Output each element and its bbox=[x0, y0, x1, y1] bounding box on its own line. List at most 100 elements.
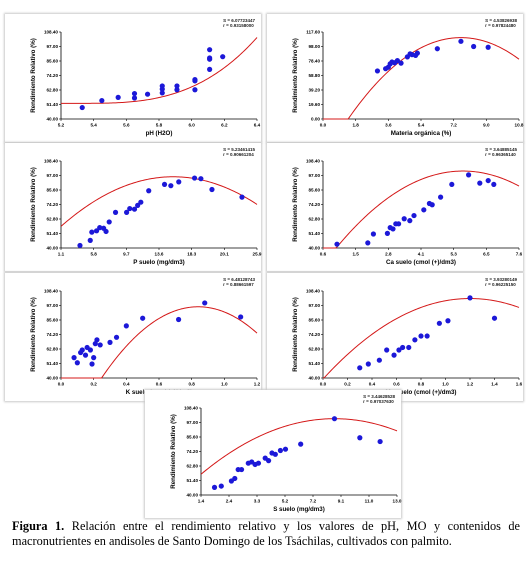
chart-svg: 0.0 1.8 3.6 5.4 7.2 9.0 10.8 0.00 19.60 39.20 58.8… bbox=[292, 30, 524, 137]
x-tick-label: 0.2 bbox=[90, 382, 97, 387]
x-tick-label: 11.0 bbox=[365, 499, 374, 504]
x-tick-label: 0.8 bbox=[188, 382, 195, 387]
data-point bbox=[207, 47, 213, 53]
data-point bbox=[365, 361, 371, 367]
fit-curve bbox=[200, 418, 398, 475]
y-tick-label: 40.00 bbox=[309, 246, 321, 251]
data-point bbox=[396, 221, 402, 227]
fit-stats: S = 6.48128743 r = 0.88661597 bbox=[223, 277, 255, 287]
data-point bbox=[239, 194, 245, 200]
x-tick-label: 25.9 bbox=[253, 252, 262, 257]
data-point bbox=[138, 199, 144, 205]
data-point bbox=[168, 183, 174, 189]
stat-s: S = 3.44628528 bbox=[363, 394, 395, 399]
data-point bbox=[211, 484, 218, 490]
data-point bbox=[458, 38, 464, 44]
data-point bbox=[97, 342, 103, 348]
y-tick-label: 85.60 bbox=[309, 318, 321, 323]
x-tick-label: 20.1 bbox=[220, 252, 229, 257]
chart-svg: 1.4 2.4 3.3 5.2 7.2 9.1 11.0 13.0 40.00 51.40 62.8… bbox=[170, 406, 402, 513]
data-point bbox=[123, 209, 130, 215]
chart-svg: 1.1 5.8 9.7 13.6 18.3 20.1 25.9 40.00 51.40 62.80… bbox=[30, 159, 262, 266]
data-point bbox=[207, 66, 213, 72]
x-tick-label: 1.0 bbox=[442, 382, 449, 387]
y-tick-label: 108.40 bbox=[44, 289, 58, 294]
caption-label: Figura 1. bbox=[12, 519, 65, 533]
data-point bbox=[144, 91, 151, 97]
x-tick-label: 1.4 bbox=[198, 499, 205, 504]
data-point bbox=[357, 435, 363, 441]
stat-s: S = 3.93280149 bbox=[485, 277, 517, 282]
chart-svg: 0.6 1.5 2.8 4.1 5.3 6.5 7.6 40.00 51.40 62.80 74.2… bbox=[292, 159, 523, 266]
data-point bbox=[414, 50, 420, 56]
data-point bbox=[135, 202, 141, 208]
x-tick-label: 0.2 bbox=[344, 382, 351, 387]
y-tick-label: 108.40 bbox=[306, 159, 320, 164]
data-point bbox=[398, 60, 404, 66]
data-point bbox=[255, 460, 262, 466]
x-tick-label: 5.4 bbox=[90, 123, 97, 128]
chart-ph: 5.2 5.4 5.6 5.8 6.0 6.2 6.4 40.00 51.40 62.80 74.2… bbox=[5, 14, 261, 142]
x-tick-label: 6.0 bbox=[188, 123, 195, 128]
stat-s: S = 4.53826938 bbox=[485, 18, 517, 23]
chart-materia-organica: 0.0 1.8 3.6 5.4 7.2 9.0 10.8 0.00 19.60 39.20 58.8… bbox=[267, 14, 524, 142]
stat-r: r = 0.96365140 bbox=[485, 152, 516, 157]
y-tick-label: 62.80 bbox=[309, 347, 321, 352]
data-point bbox=[445, 318, 451, 324]
data-point bbox=[277, 447, 284, 454]
y-tick-label: 97.00 bbox=[47, 44, 59, 49]
data-point bbox=[466, 172, 472, 178]
x-tick-label: 5.3 bbox=[450, 252, 457, 257]
x-tick-label: 1.5 bbox=[352, 252, 359, 257]
x-tick-label: 6.5 bbox=[483, 252, 490, 257]
x-tick-label: 0.0 bbox=[58, 382, 65, 387]
fit-stats: S = 6.07723447 r = 0.93158000 bbox=[223, 18, 255, 28]
data-point bbox=[391, 352, 397, 358]
data-point bbox=[91, 355, 97, 361]
y-tick-label: 40.00 bbox=[309, 376, 321, 381]
caption-text: Relación entre el rendimiento relativo y… bbox=[12, 519, 520, 548]
stat-s: S = 5.23461415 bbox=[223, 147, 255, 152]
chart-svg: 0.0 0.2 0.4 0.6 0.8 1.0 1.2 1.4 1.6 40.00 51.40 62.… bbox=[292, 289, 523, 396]
y-tick-label: 39.20 bbox=[309, 88, 321, 93]
data-point bbox=[77, 242, 83, 249]
y-tick-label: 85.60 bbox=[47, 188, 59, 193]
data-point bbox=[174, 87, 180, 93]
x-tick-label: 13.0 bbox=[393, 499, 402, 504]
x-tick-label: 1.2 bbox=[467, 382, 474, 387]
data-point bbox=[209, 186, 215, 193]
x-tick-label: 5.2 bbox=[282, 499, 289, 504]
fit-curve bbox=[61, 306, 258, 379]
x-tick-label: 5.4 bbox=[418, 123, 425, 128]
data-point bbox=[82, 352, 89, 358]
data-point bbox=[87, 347, 93, 353]
figure-caption: Figura 1. Relación entre el rendimiento … bbox=[12, 519, 520, 549]
fit-stats: S = 5.23461415 r = 0.90661204 bbox=[223, 147, 255, 157]
y-tick-label: 98.00 bbox=[309, 44, 321, 49]
data-point bbox=[394, 57, 401, 64]
y-tick-label: 51.40 bbox=[309, 361, 321, 366]
data-point bbox=[424, 333, 430, 339]
y-tick-label: 108.40 bbox=[184, 406, 198, 411]
data-point bbox=[115, 94, 121, 100]
data-point bbox=[79, 104, 85, 111]
y-tick-label: 62.80 bbox=[309, 217, 321, 222]
x-tick-label: 18.3 bbox=[187, 252, 196, 257]
x-axis-label: S suelo (mg/dm3) bbox=[273, 506, 325, 513]
chart-svg: 5.2 5.4 5.6 5.8 6.0 6.2 6.4 40.00 51.40 62.80 74.2… bbox=[30, 30, 261, 137]
data-point bbox=[436, 320, 442, 326]
x-tick-label: 5.6 bbox=[123, 123, 130, 128]
x-tick-label: 1.4 bbox=[491, 382, 498, 387]
y-axis-label: Rendimiento Relativo (%) bbox=[292, 297, 299, 372]
y-tick-label: 85.60 bbox=[309, 188, 321, 193]
data-point bbox=[376, 357, 382, 363]
y-tick-label: 97.00 bbox=[47, 303, 59, 308]
data-point bbox=[471, 43, 477, 50]
data-point bbox=[94, 337, 100, 343]
data-point bbox=[449, 181, 455, 188]
data-point bbox=[390, 226, 396, 232]
data-point bbox=[218, 483, 224, 489]
y-tick-label: 58.80 bbox=[309, 73, 321, 78]
y-tick-label: 51.40 bbox=[47, 102, 59, 107]
data-point bbox=[282, 446, 289, 452]
